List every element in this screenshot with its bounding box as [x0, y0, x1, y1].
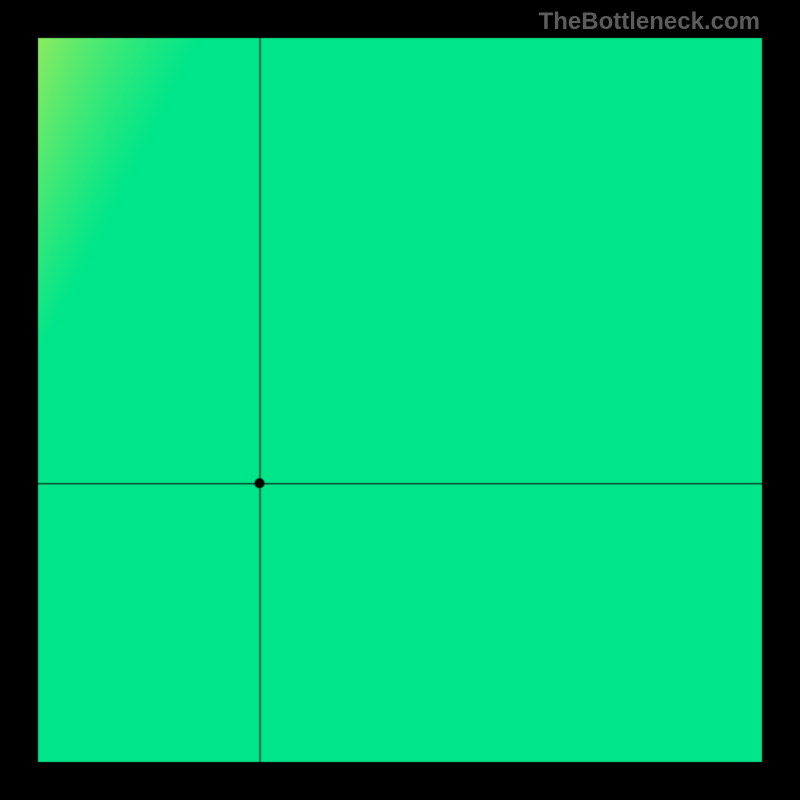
chart-container: TheBottleneck.com [0, 0, 800, 800]
watermark-text: TheBottleneck.com [539, 8, 760, 36]
bottleneck-heatmap [0, 0, 800, 800]
